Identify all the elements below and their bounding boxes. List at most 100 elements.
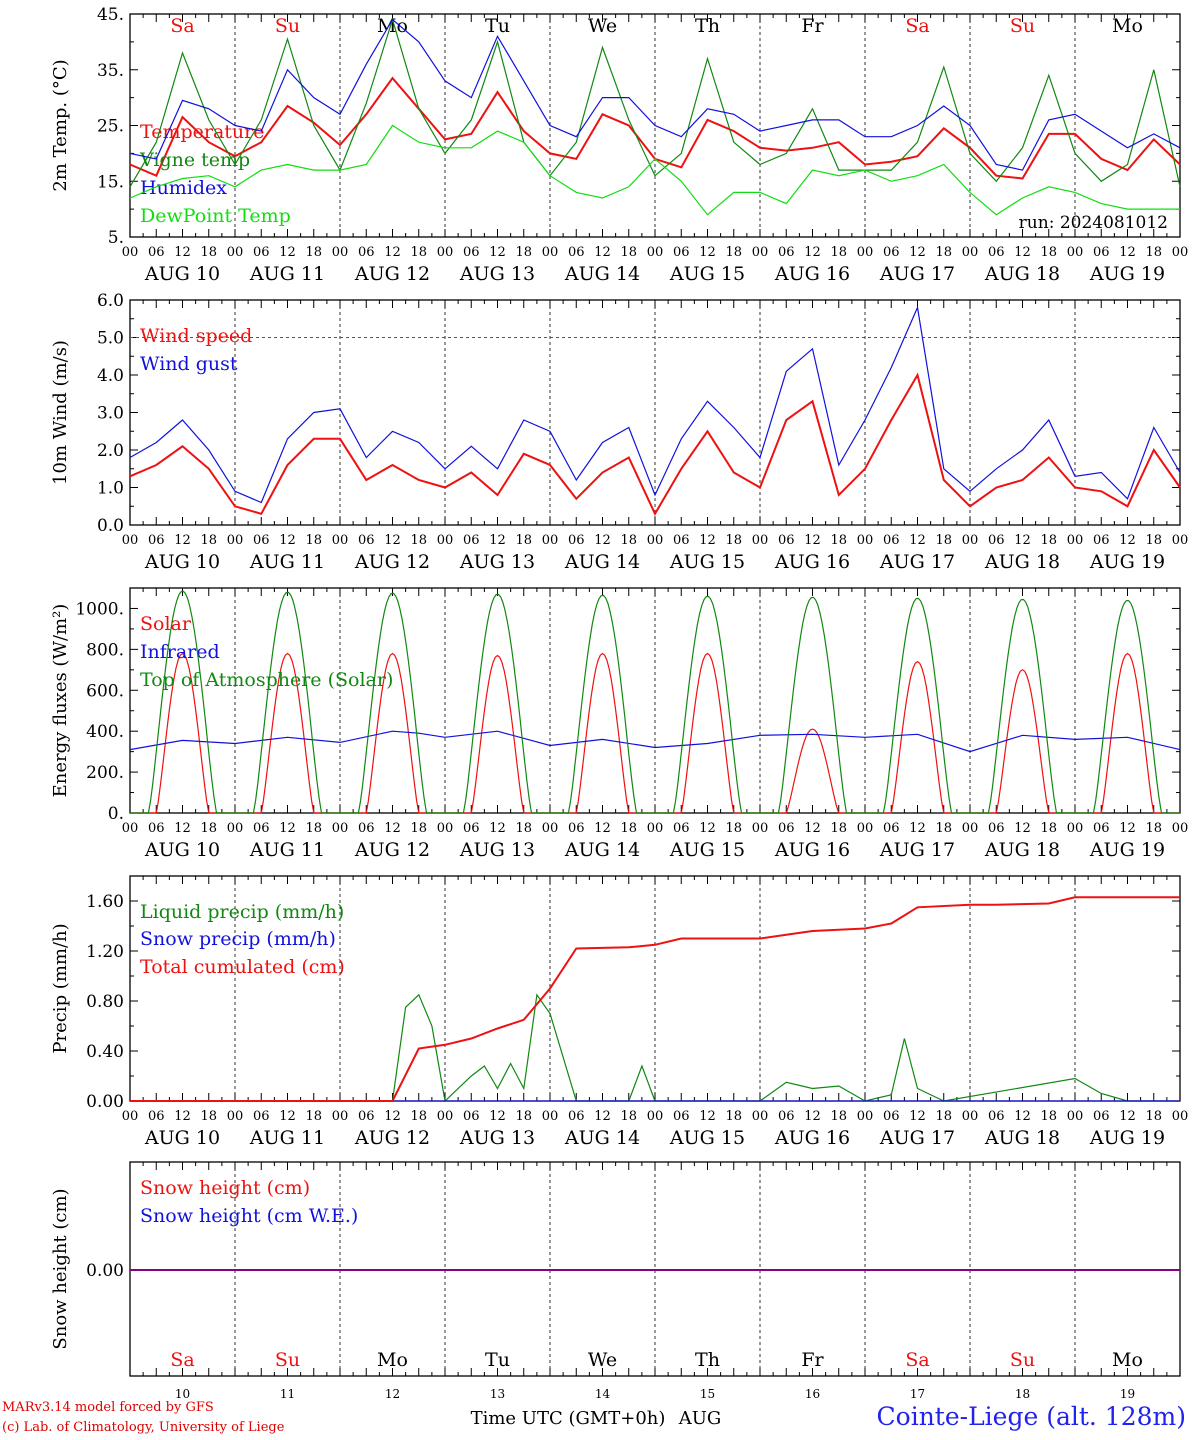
hour-label: 00: [752, 533, 769, 548]
hour-label: 12: [174, 821, 191, 836]
hour-label: 12: [1014, 821, 1031, 836]
series-wind-gust: [129, 305, 1181, 504]
hour-label: 00: [332, 1109, 349, 1124]
hour-label: 18: [935, 245, 952, 260]
panel-precip: 0.00 0.40 0.80 1.20 1.60 Precip (mm/h) 00 06 12 1…: [50, 875, 1189, 1149]
date-label: AUG 15: [669, 551, 745, 573]
hour-label: 06: [463, 1109, 480, 1124]
hour-label: 18: [410, 533, 427, 548]
hour-label: 00: [962, 245, 979, 260]
date-label: AUG 12: [354, 1127, 430, 1149]
hour-label: 18: [305, 821, 322, 836]
hour-label: 18: [620, 1109, 637, 1124]
date-label: AUG 18: [984, 263, 1060, 285]
date-label: AUG 14: [564, 263, 640, 285]
hour-label: 18: [410, 245, 427, 260]
day-number: 14: [595, 1387, 611, 1401]
hour-label: 18: [935, 821, 952, 836]
date-label: AUG 18: [984, 1127, 1060, 1149]
date-label: AUG 13: [459, 839, 535, 861]
hour-label: 12: [1119, 533, 1136, 548]
hour-label: 06: [358, 533, 375, 548]
y-tick-label: 400.: [86, 722, 124, 742]
series-wind-speed: [129, 372, 1181, 516]
hour-label: 18: [1145, 245, 1162, 260]
y-tick-label: 0.40: [86, 1042, 124, 1062]
legend-entry: Solar: [140, 613, 192, 635]
hour-label: 00: [647, 245, 664, 260]
day-number: 10: [175, 1387, 190, 1401]
hour-label: 00: [752, 821, 769, 836]
hour-label: 18: [725, 821, 742, 836]
series-dewpoint-temp: [129, 124, 1180, 216]
hour-label: 00: [1172, 1109, 1189, 1124]
hour-label: 06: [883, 245, 900, 260]
hour-label: 12: [594, 245, 611, 260]
hour-label: 12: [279, 1109, 296, 1124]
hour-label: 18: [200, 821, 217, 836]
panel-snow: 0.00 Snow height (cm) Sa Su Mo Tu We Th Fr Sa Su Mo…: [50, 1161, 1181, 1377]
hour-label: 00: [752, 1109, 769, 1124]
legend-entry: Humidex: [140, 177, 227, 199]
series-total-cumulated-cm: [130, 896, 1180, 1102]
y-axis-label: Precip (mm/h): [50, 923, 71, 1053]
hour-label: 18: [935, 533, 952, 548]
panel-temperature: 5. 15. 25. 35. 45. 2m Temp. (°C) 00 06 12 18 AUG 1…: [50, 5, 1188, 285]
date-label: AUG 17: [879, 1127, 955, 1149]
date-label: AUG 10: [144, 551, 220, 573]
hour-label: 12: [489, 1109, 506, 1124]
lab-credit: (c) Lab. of Climatology, University of L…: [2, 1420, 285, 1435]
hour-label: 12: [909, 245, 926, 260]
hour-label: 00: [437, 533, 454, 548]
date-label: AUG 10: [144, 839, 220, 861]
date-label: AUG 13: [459, 263, 535, 285]
hour-label: 18: [620, 821, 637, 836]
y-tick-label: 0.00: [86, 1261, 124, 1281]
date-label: AUG 19: [1089, 1127, 1165, 1149]
y-tick-label: 4.0: [97, 366, 124, 386]
weekday-label: Su: [275, 1349, 300, 1371]
legend-entry: DewPoint Temp: [140, 205, 291, 227]
hour-label: 06: [148, 1109, 165, 1124]
weekday-label: Su: [275, 15, 300, 37]
hour-label: 06: [673, 1109, 690, 1124]
hour-label: 06: [358, 821, 375, 836]
hour-label: 00: [1067, 245, 1084, 260]
hour-label: 00: [1067, 821, 1084, 836]
y-axis-label: Energy fluxes (W/m²): [50, 604, 71, 798]
day-number: 15: [700, 1387, 715, 1401]
weekday-label: Su: [1010, 15, 1035, 37]
hour-label: 00: [227, 533, 244, 548]
hour-label: 18: [515, 533, 532, 548]
date-label: AUG 13: [459, 551, 535, 573]
hour-label: 06: [988, 821, 1005, 836]
hour-label: 06: [778, 821, 795, 836]
hour-label: 00: [857, 1109, 874, 1124]
hour-label: 06: [568, 245, 585, 260]
date-label: AUG 12: [354, 551, 430, 573]
legend-entry: Snow height (cm W.E.): [140, 1205, 358, 1227]
hour-label: 06: [148, 245, 165, 260]
hour-label: 06: [253, 245, 270, 260]
day-number: 13: [490, 1387, 505, 1401]
hour-label: 18: [1040, 821, 1057, 836]
y-tick-label: 800.: [86, 640, 124, 660]
hour-label: 12: [174, 533, 191, 548]
day-number: 17: [910, 1387, 925, 1401]
hour-label: 18: [725, 533, 742, 548]
hour-label: 18: [1040, 245, 1057, 260]
hour-label: 12: [909, 821, 926, 836]
hour-label: 06: [778, 245, 795, 260]
hour-label: 06: [673, 821, 690, 836]
weekday-label: We: [588, 1349, 617, 1371]
series-top-of-atmosphere-solar: [130, 590, 1180, 814]
legend-entry: Infrared: [140, 641, 220, 663]
weekday-label: Mo: [377, 15, 408, 37]
hour-label: 00: [227, 245, 244, 260]
hour-label: 12: [594, 821, 611, 836]
legend-entry: Wind speed: [140, 325, 252, 347]
hour-label: 00: [437, 821, 454, 836]
weekday-label: Sa: [170, 1349, 194, 1371]
date-label: AUG 17: [879, 839, 955, 861]
